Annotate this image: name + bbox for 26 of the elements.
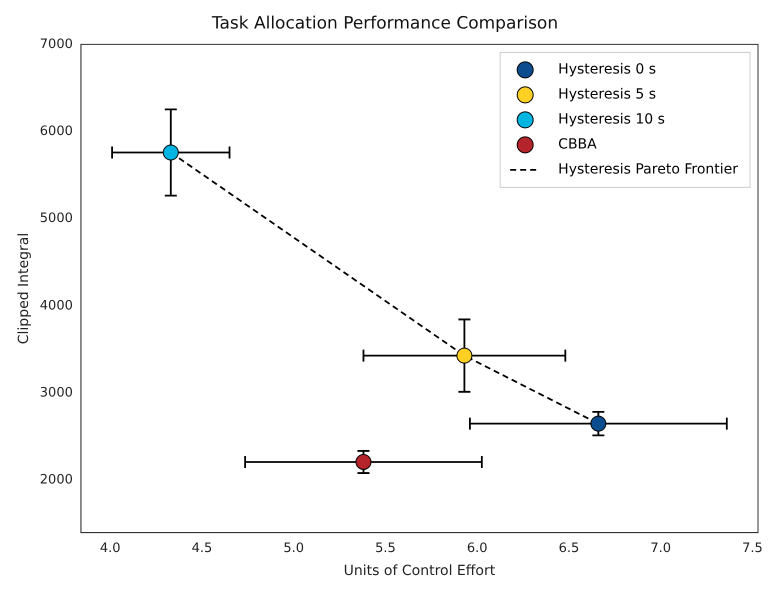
y-axis-title: Clipped Integral: [16, 232, 32, 344]
y-tick-label: 3000: [40, 385, 73, 400]
x-tick-label: 6.0: [466, 540, 488, 556]
legend-label: Hysteresis Pareto Frontier: [558, 162, 738, 178]
y-tick-label: 6000: [40, 124, 73, 139]
point: [590, 416, 606, 432]
x-tick-label: 4.5: [192, 540, 212, 556]
point: [355, 454, 372, 470]
x-axis-title: Units of Control Effort: [344, 563, 496, 580]
legend-label: Hysteresis 0 s: [558, 62, 656, 78]
x-tick-label: 7.0: [650, 540, 672, 556]
point: [456, 348, 472, 364]
y-tick-label: 5000: [40, 211, 73, 226]
legend-label: Hysteresis 5 s: [558, 86, 656, 103]
y-tick-label: 2000: [40, 472, 73, 488]
legend-label: Hysteresis 10 s: [558, 112, 665, 128]
x-tick-label: 5.0: [283, 540, 304, 556]
x-tick-label: 4.0: [100, 540, 121, 556]
point: [162, 144, 179, 160]
x-tick-label: 7.5: [742, 540, 763, 556]
x-tick-label: 5.5: [375, 540, 396, 556]
chart-title: Task Allocation Performance Comparison: [210, 14, 558, 34]
y-tick-label: 7000: [40, 36, 73, 52]
legend-label: CBBA: [558, 136, 598, 153]
x-tick-label: 6.5: [558, 540, 580, 556]
y-tick-label: 4000: [40, 298, 73, 314]
